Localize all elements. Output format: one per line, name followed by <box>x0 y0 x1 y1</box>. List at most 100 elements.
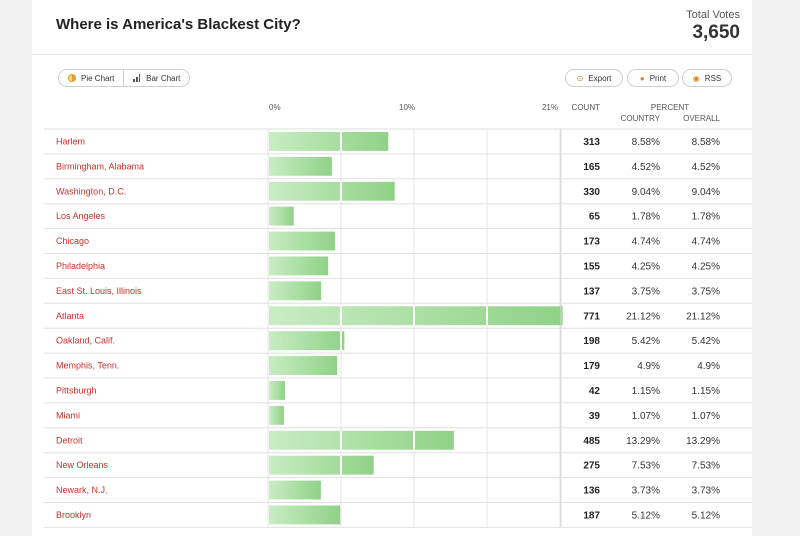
export-icon: ⊙ <box>576 73 584 83</box>
bar <box>269 455 374 475</box>
vote-count: 165 <box>583 162 600 173</box>
bar <box>269 256 329 276</box>
vote-count: 187 <box>583 510 600 521</box>
category-label: East St. Louis, Illinois <box>56 286 142 296</box>
country-header: COUNTRY <box>621 114 661 123</box>
country-percent: 5.12% <box>632 510 660 521</box>
bar-chart-icon <box>133 74 141 82</box>
count-header: COUNT <box>572 103 601 112</box>
vote-count: 137 <box>583 286 600 297</box>
print-icon: ● <box>639 73 645 83</box>
bar <box>269 306 563 326</box>
percent-header: PERCENT <box>651 103 689 112</box>
vote-count: 275 <box>583 461 600 472</box>
country-percent: 3.75% <box>632 286 660 297</box>
category-label: Chicago <box>56 236 89 246</box>
vote-count: 771 <box>583 311 600 322</box>
bar <box>269 331 345 351</box>
overall-percent: 1.15% <box>692 386 720 397</box>
country-percent: 7.53% <box>632 461 660 472</box>
bar <box>269 505 341 525</box>
country-percent: 4.52% <box>632 162 660 173</box>
country-percent: 9.04% <box>632 187 660 198</box>
bar <box>269 381 285 400</box>
vote-count: 39 <box>589 411 601 422</box>
total-votes-value: 3,650 <box>692 22 740 43</box>
toggle-separator <box>123 70 125 86</box>
category-label: Oakland, Calif. <box>56 336 115 346</box>
country-percent: 4.25% <box>632 261 660 272</box>
bar <box>269 480 321 500</box>
bar <box>269 132 389 151</box>
country-percent: 1.78% <box>632 212 660 223</box>
overall-header: OVERALL <box>683 114 720 123</box>
category-label: Newark, N.J. <box>56 485 108 495</box>
pie-chart-label: Pie Chart <box>81 73 115 83</box>
category-label: Atlanta <box>56 311 84 321</box>
pie-chart-icon <box>68 74 76 82</box>
vote-count: 136 <box>583 486 600 497</box>
category-label: Los Angeles <box>56 211 106 221</box>
overall-percent: 5.12% <box>692 510 720 521</box>
category-label: Birmingham, Alabama <box>56 161 144 171</box>
bar <box>269 281 322 301</box>
country-percent: 21.12% <box>626 311 660 322</box>
country-percent: 1.15% <box>632 386 660 397</box>
bar-chart-label: Bar Chart <box>146 73 181 83</box>
overall-percent: 3.75% <box>692 286 720 297</box>
overall-percent: 13.29% <box>686 436 720 447</box>
bar-chart-toggle[interactable]: Bar Chart <box>124 70 189 86</box>
x-tick-label: 21% <box>542 103 558 112</box>
bar <box>269 156 332 176</box>
overall-percent: 8.58% <box>692 137 720 148</box>
overall-percent: 1.07% <box>692 411 720 422</box>
category-label: Washington, D.C. <box>56 186 126 196</box>
chart-type-toggle: Pie Chart Bar Chart <box>58 69 191 87</box>
category-label: Memphis, Tenn. <box>56 361 119 371</box>
export-button[interactable]: ⊙ Export <box>565 69 623 87</box>
vote-count: 42 <box>589 386 601 397</box>
vote-count: 179 <box>583 361 600 372</box>
vote-count: 65 <box>589 212 601 223</box>
overall-percent: 21.12% <box>686 311 720 322</box>
overall-percent: 1.78% <box>692 212 720 223</box>
export-label: Export <box>588 73 612 83</box>
bar <box>269 181 395 201</box>
print-button[interactable]: ● Print <box>627 69 679 87</box>
bar <box>269 430 454 450</box>
country-percent: 4.74% <box>632 237 660 248</box>
category-label: Philadelphia <box>56 261 105 271</box>
category-label: Miami <box>56 410 80 420</box>
category-label: Brooklyn <box>56 510 91 520</box>
category-label: New Orleans <box>56 460 109 470</box>
print-label: Print <box>649 73 667 83</box>
overall-percent: 9.04% <box>692 187 720 198</box>
overall-percent: 4.74% <box>692 237 720 248</box>
overall-percent: 4.52% <box>692 162 720 173</box>
vote-count: 313 <box>583 137 600 148</box>
vote-count: 198 <box>583 336 600 347</box>
x-tick-label: 0% <box>269 103 281 112</box>
category-label: Pittsburgh <box>56 385 97 395</box>
rss-button[interactable]: ◉ RSS <box>682 69 732 87</box>
overall-percent: 3.73% <box>692 486 720 497</box>
country-percent: 5.42% <box>632 336 660 347</box>
pie-chart-toggle[interactable]: Pie Chart <box>59 70 123 86</box>
header-divider <box>32 54 752 55</box>
overall-percent: 5.42% <box>692 336 720 347</box>
poll-title: Where is America's Blackest City? <box>56 16 301 33</box>
bar <box>269 405 284 425</box>
category-label: Harlem <box>56 136 85 146</box>
bar <box>269 206 294 226</box>
rss-label: RSS <box>704 73 722 83</box>
bar <box>269 231 335 251</box>
vote-count: 330 <box>583 187 600 198</box>
vote-count: 485 <box>583 436 600 447</box>
vote-count: 155 <box>583 261 600 272</box>
overall-percent: 4.25% <box>692 261 720 272</box>
vote-count: 173 <box>583 237 600 248</box>
category-label: Detroit <box>56 435 83 445</box>
country-percent: 8.58% <box>632 137 660 148</box>
country-percent: 3.73% <box>632 486 660 497</box>
